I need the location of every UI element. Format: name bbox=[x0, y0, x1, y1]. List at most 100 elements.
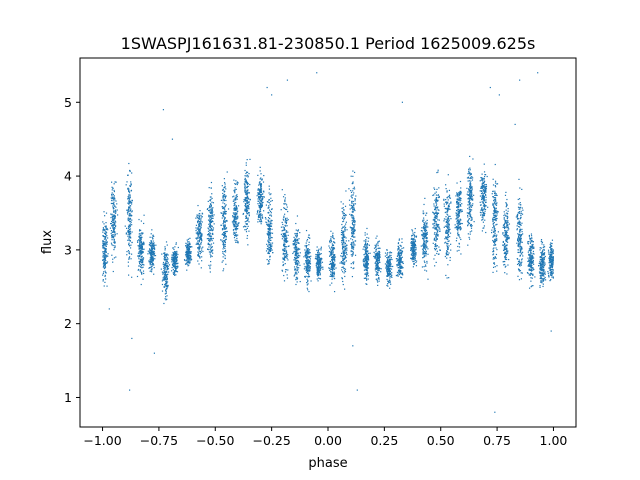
data-point bbox=[341, 242, 343, 244]
data-point bbox=[400, 273, 402, 275]
data-point bbox=[174, 264, 176, 266]
data-point bbox=[141, 232, 143, 234]
data-point bbox=[425, 221, 427, 223]
data-point bbox=[201, 216, 203, 218]
data-point bbox=[333, 272, 335, 274]
data-point bbox=[127, 219, 129, 222]
data-point bbox=[186, 258, 188, 260]
data-point bbox=[209, 217, 211, 219]
data-point bbox=[333, 256, 335, 258]
data-point bbox=[367, 250, 369, 252]
data-point bbox=[366, 236, 368, 239]
data-point bbox=[342, 246, 344, 248]
data-point bbox=[424, 226, 426, 228]
data-point bbox=[268, 226, 271, 228]
data-point bbox=[172, 263, 174, 265]
data-point bbox=[113, 190, 116, 193]
data-point bbox=[354, 224, 356, 226]
data-point bbox=[448, 252, 450, 254]
data-point bbox=[397, 245, 399, 247]
data-point bbox=[282, 229, 284, 232]
data-point bbox=[233, 199, 235, 201]
data-point bbox=[127, 265, 130, 267]
data-point bbox=[186, 250, 188, 252]
data-point bbox=[199, 221, 201, 223]
data-point bbox=[244, 179, 246, 181]
data-point bbox=[247, 185, 249, 187]
data-point bbox=[344, 228, 346, 230]
data-point bbox=[103, 256, 105, 258]
data-point bbox=[233, 236, 236, 239]
data-point bbox=[400, 260, 402, 262]
data-point bbox=[246, 187, 248, 189]
data-point bbox=[211, 212, 213, 214]
data-point bbox=[246, 202, 248, 204]
data-point bbox=[189, 250, 191, 253]
data-point bbox=[390, 258, 392, 260]
data-point bbox=[352, 200, 354, 203]
data-point bbox=[142, 263, 144, 266]
data-point bbox=[171, 270, 173, 272]
data-point bbox=[114, 181, 116, 183]
data-point bbox=[187, 241, 189, 243]
data-point bbox=[401, 256, 403, 258]
data-point bbox=[352, 217, 354, 219]
data-point bbox=[235, 221, 237, 223]
data-point bbox=[343, 268, 345, 270]
data-point bbox=[345, 190, 347, 192]
data-point bbox=[365, 241, 367, 243]
data-point bbox=[333, 258, 335, 261]
data-point bbox=[210, 219, 212, 221]
data-point bbox=[308, 262, 310, 264]
data-point bbox=[282, 233, 285, 236]
data-point bbox=[166, 277, 168, 280]
data-point bbox=[113, 218, 115, 220]
data-point bbox=[233, 209, 235, 211]
data-point bbox=[421, 237, 424, 240]
data-point bbox=[366, 271, 369, 273]
data-point bbox=[353, 220, 355, 222]
data-point bbox=[235, 205, 237, 208]
data-point bbox=[344, 246, 346, 248]
data-point bbox=[375, 245, 377, 248]
data-point bbox=[412, 241, 414, 244]
data-point bbox=[187, 261, 190, 263]
data-point bbox=[175, 256, 177, 258]
data-point bbox=[268, 199, 271, 201]
data-point bbox=[435, 200, 438, 202]
data-point bbox=[308, 256, 310, 258]
data-point bbox=[110, 242, 113, 244]
data-point bbox=[426, 262, 428, 264]
data-point bbox=[256, 213, 258, 215]
data-point bbox=[423, 225, 425, 227]
data-point bbox=[260, 218, 262, 220]
data-point bbox=[105, 241, 107, 243]
data-point bbox=[350, 243, 352, 246]
data-point bbox=[198, 248, 200, 250]
data-point bbox=[173, 273, 175, 275]
data-point bbox=[367, 272, 369, 274]
data-point bbox=[351, 196, 353, 199]
data-point bbox=[287, 254, 289, 256]
data-point bbox=[148, 260, 150, 262]
data-point bbox=[415, 236, 417, 238]
data-point bbox=[103, 285, 105, 287]
data-point bbox=[210, 212, 212, 214]
data-point bbox=[297, 256, 300, 259]
data-point bbox=[104, 260, 106, 262]
data-point bbox=[269, 221, 271, 223]
data-point bbox=[222, 224, 225, 226]
data-point bbox=[376, 274, 379, 276]
data-point bbox=[111, 192, 113, 194]
data-point bbox=[413, 254, 415, 256]
data-point bbox=[397, 263, 399, 265]
data-point bbox=[435, 211, 437, 214]
data-point bbox=[426, 233, 428, 235]
data-point bbox=[387, 280, 390, 283]
data-point bbox=[111, 186, 113, 188]
data-point bbox=[425, 244, 427, 246]
data-point bbox=[222, 202, 224, 204]
data-point bbox=[351, 247, 353, 249]
data-point bbox=[149, 266, 151, 269]
data-point bbox=[388, 258, 391, 260]
